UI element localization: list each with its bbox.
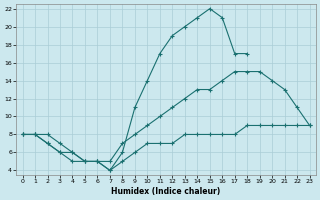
X-axis label: Humidex (Indice chaleur): Humidex (Indice chaleur) <box>111 187 221 196</box>
